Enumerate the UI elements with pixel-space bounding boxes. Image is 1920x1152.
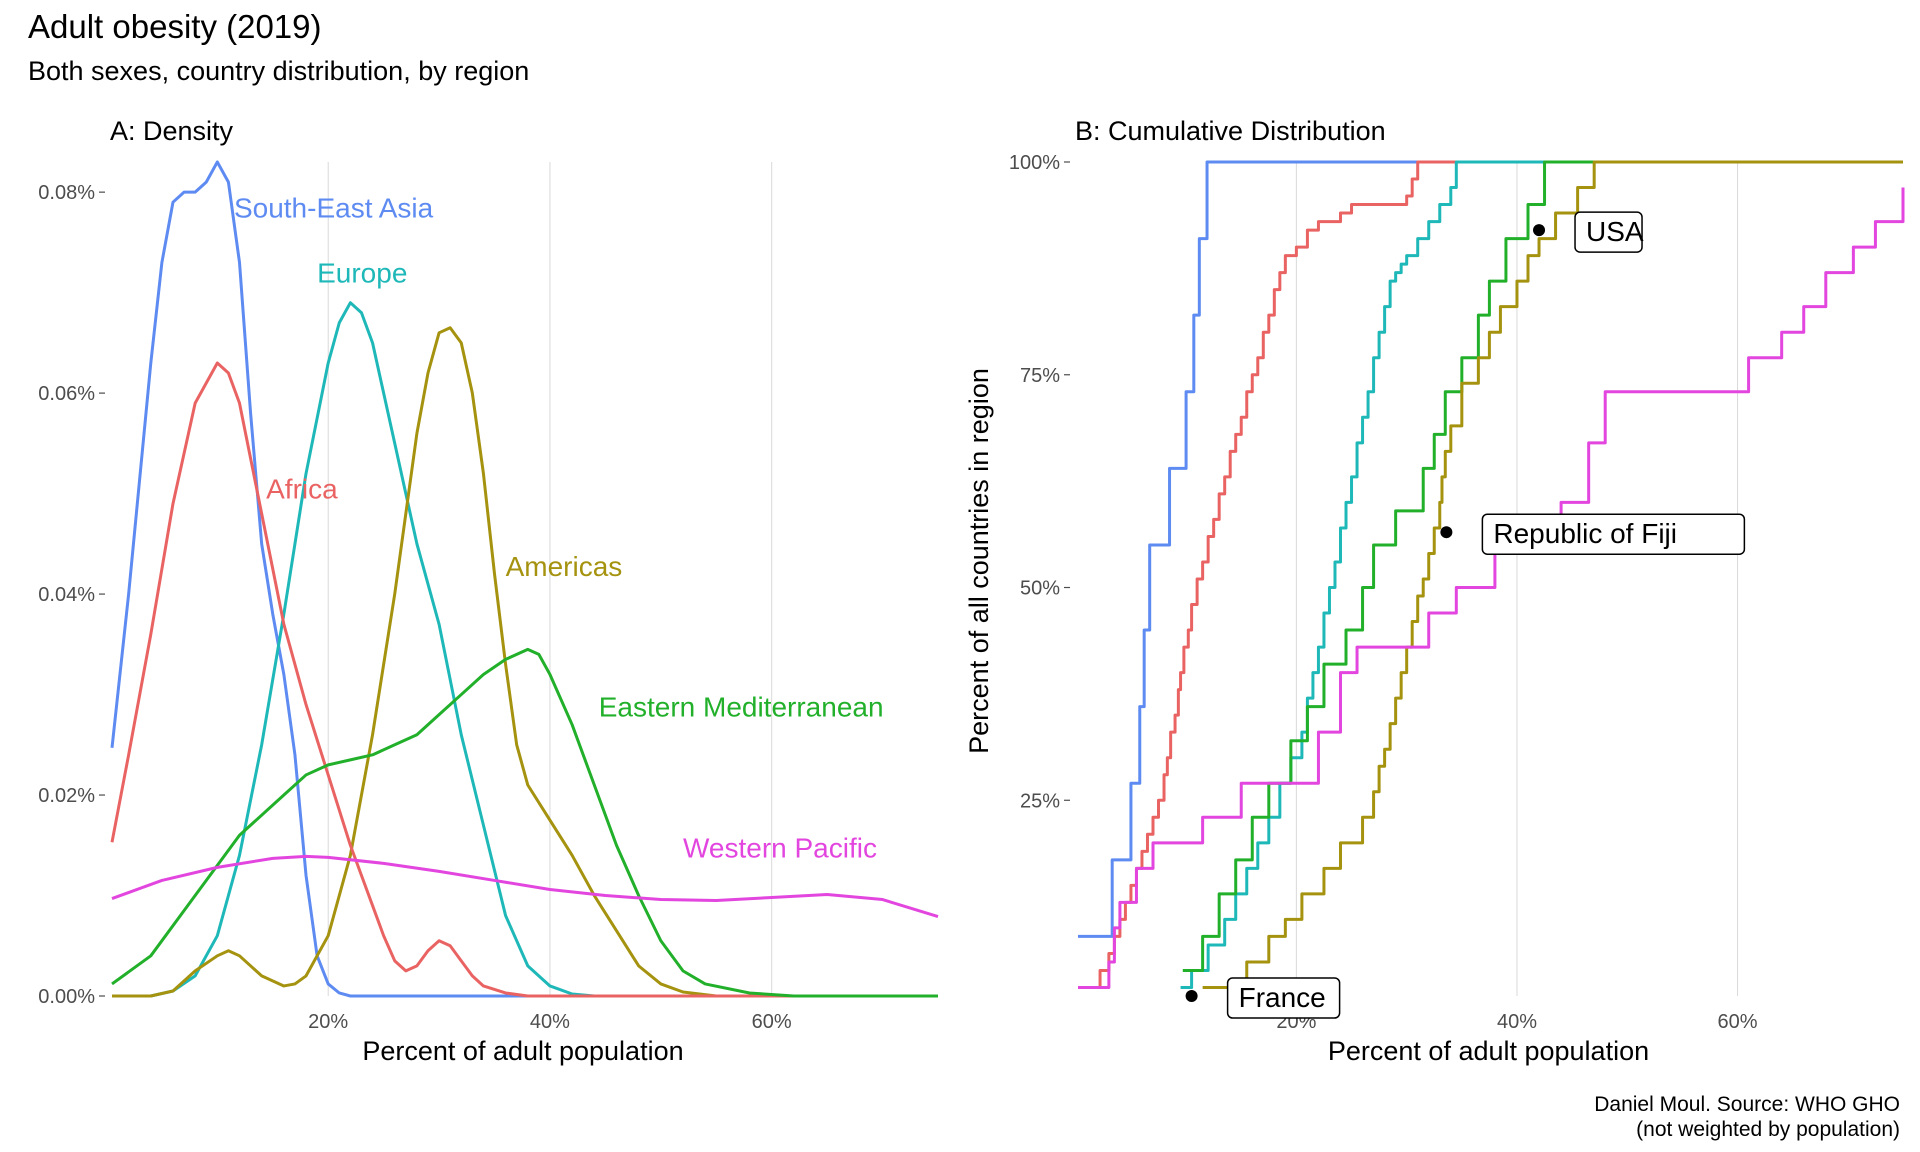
series-line-europe: [1180, 160, 1903, 989]
series-label-africa: Africa: [266, 474, 338, 505]
annotation-point: [1440, 526, 1453, 539]
series-line-africa: [110, 361, 938, 998]
y-tick-label: 100%: [1009, 152, 1060, 174]
x-tick-label: 20%: [308, 1011, 348, 1033]
series-line-eastern-mediterranean: [1182, 160, 1903, 972]
annotation-france: France: [1185, 977, 1341, 1019]
x-tick-label: 40%: [530, 1011, 570, 1033]
plot-area: [1078, 160, 1905, 989]
panel-title: A: Density: [110, 116, 234, 146]
annotation-label: France: [1239, 982, 1326, 1013]
series-line-western-pacific: [1078, 187, 1905, 989]
series-line-europe: [112, 301, 938, 998]
series-line-americas: [112, 326, 938, 998]
panel-title: B: Cumulative Distribution: [1075, 116, 1386, 146]
annotation-box: [1481, 513, 1746, 555]
series-line-eastern-mediterranean: [111, 647, 938, 998]
series-line-africa: [1078, 160, 1903, 989]
annotation-label: USA: [1586, 216, 1644, 247]
y-tick-label: 75%: [1020, 365, 1060, 387]
source-caption: Daniel Moul. Source: WHO GHO (not weight…: [1594, 1092, 1900, 1142]
y-axis-label: Percent of all countries in region: [964, 368, 994, 754]
panel-a: A: Density 20% 40% 60% 0.00% 0.02% 0.04% 0.06% 0…: [38, 116, 939, 1066]
x-axis-label: Percent of adult population: [1328, 1036, 1649, 1066]
annotation-point: [1185, 990, 1198, 1002]
annotation-usa: USA: [1533, 211, 1644, 253]
annotation-republic-of-fiji: Republic of Fiji: [1440, 513, 1746, 555]
annotation-box: [1574, 211, 1643, 253]
x-tick-label: 60%: [1718, 1011, 1758, 1033]
series-label-western-pacific: Western Pacific: [683, 832, 877, 863]
caption-line-1: Daniel Moul. Source: WHO GHO: [1594, 1093, 1900, 1116]
annotation-label: Republic of Fiji: [1493, 518, 1677, 549]
series-label-eastern-mediterranean: Eastern Mediterranean: [599, 692, 884, 723]
y-tick-label: 0.02%: [38, 785, 95, 807]
series-label-south-east-asia: South-East Asia: [234, 192, 434, 223]
annotation-box: [1226, 977, 1341, 1019]
series-line-south-east-asia: [110, 160, 938, 998]
x-axis-label: Percent of adult population: [362, 1036, 683, 1066]
series-line-south-east-asia: [1078, 160, 1903, 938]
caption-line-2: (not weighted by population): [1636, 1118, 1900, 1141]
chart-title: Adult obesity (2019): [28, 8, 322, 45]
y-tick-label: 50%: [1020, 578, 1060, 600]
series-label-europe: Europe: [317, 258, 407, 289]
annotation-point: [1533, 224, 1546, 237]
y-tick-label: 0.06%: [38, 383, 95, 405]
chart-subtitle: Both sexes, country distribution, by reg…: [28, 56, 530, 86]
x-tick-label: 60%: [752, 1011, 792, 1033]
x-tick-label: 40%: [1497, 1011, 1537, 1033]
series-label-americas: Americas: [506, 551, 623, 582]
series-line-americas: [1202, 160, 1903, 989]
y-tick-label: 0.04%: [38, 584, 95, 606]
series-line-western-pacific: [111, 854, 939, 919]
y-tick-label: 25%: [1020, 790, 1060, 812]
y-tick-label: 0.08%: [38, 182, 95, 204]
y-tick-label: 0.00%: [38, 986, 95, 1008]
plot-area: [110, 160, 939, 998]
